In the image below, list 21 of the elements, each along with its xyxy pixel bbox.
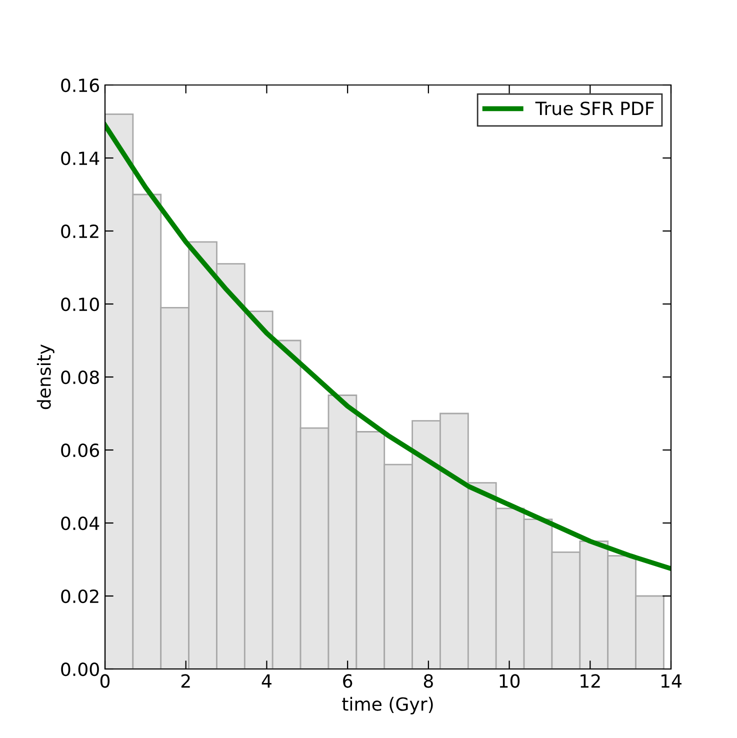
x-tick-label: 8 [424, 674, 433, 688]
y-axis-title: density [36, 344, 54, 410]
x-axis-title: time (Gyr) [342, 696, 433, 714]
x-tick-label: 12 [580, 674, 600, 688]
x-tick-label: 10 [500, 674, 520, 688]
x-tick-label: 6 [343, 674, 352, 688]
x-tick-label: 0 [100, 674, 110, 688]
y-tick-label: 0.08 [61, 370, 99, 384]
y-tick-label: 0.06 [61, 443, 99, 458]
x-tick-label: 14 [661, 674, 682, 688]
x-tick-label: 4 [262, 674, 272, 688]
x-tick-label: 2 [181, 674, 190, 688]
legend-label: True SFR PDF [535, 102, 654, 116]
y-tick-label: 0.04 [61, 516, 100, 530]
y-tick-label: 0.12 [61, 224, 98, 238]
y-tick-label: 0.02 [61, 589, 98, 604]
y-tick-label: 0.00 [61, 662, 99, 676]
y-tick-label: 0.16 [61, 78, 99, 92]
y-tick-label: 0.14 [61, 151, 100, 166]
line-series [105, 122, 671, 572]
y-tick-label: 0.10 [61, 297, 99, 312]
